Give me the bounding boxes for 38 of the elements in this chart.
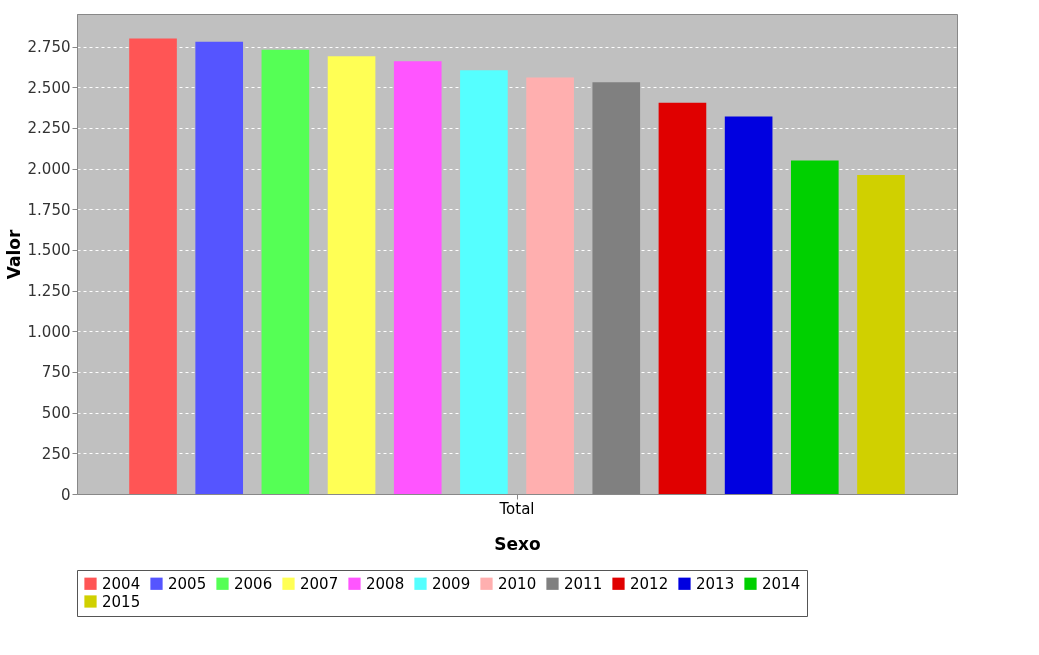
y-tick-label: 1.000 <box>27 322 71 341</box>
bar <box>393 61 442 494</box>
x-tick-label: Total <box>498 499 535 518</box>
legend-label: 2012 <box>630 574 669 593</box>
y-tick-label: 0 <box>60 485 71 504</box>
x-axis-title: Sexo <box>494 533 541 554</box>
y-tick-label: 250 <box>41 444 71 463</box>
legend-label: 2015 <box>102 592 141 611</box>
legend-label: 2006 <box>234 574 273 593</box>
bar <box>261 49 310 494</box>
bar <box>724 116 773 494</box>
bar <box>658 102 707 494</box>
legend-label: 2009 <box>432 574 471 593</box>
bar <box>790 160 839 494</box>
legend-label: 2013 <box>696 574 735 593</box>
legend-label: 2005 <box>168 574 207 593</box>
y-tick-label: 500 <box>41 404 71 423</box>
legend-label: 2008 <box>366 574 405 593</box>
bar <box>857 175 905 494</box>
bar <box>195 41 244 494</box>
bar <box>129 38 177 494</box>
bar <box>327 56 376 494</box>
legend-label: 2014 <box>762 574 801 593</box>
y-tick-label: 1.250 <box>27 282 71 301</box>
y-tick-label: 2.500 <box>27 78 71 97</box>
bar <box>460 70 508 494</box>
y-tick-label: 2.000 <box>27 160 71 179</box>
y-tick-label: 2.250 <box>27 119 71 138</box>
legend-label: 2004 <box>102 574 141 593</box>
bar <box>526 77 574 494</box>
y-tick-label: 1.750 <box>27 200 71 219</box>
y-tick-label: 750 <box>41 363 71 382</box>
y-tick-label: 1.500 <box>27 241 71 260</box>
legend-label: 2010 <box>498 574 537 593</box>
legend-label: 2011 <box>564 574 603 593</box>
y-tick-label: 2.750 <box>27 38 71 57</box>
y-axis-title: Valor <box>3 229 24 280</box>
legend-label: 2007 <box>300 574 339 593</box>
